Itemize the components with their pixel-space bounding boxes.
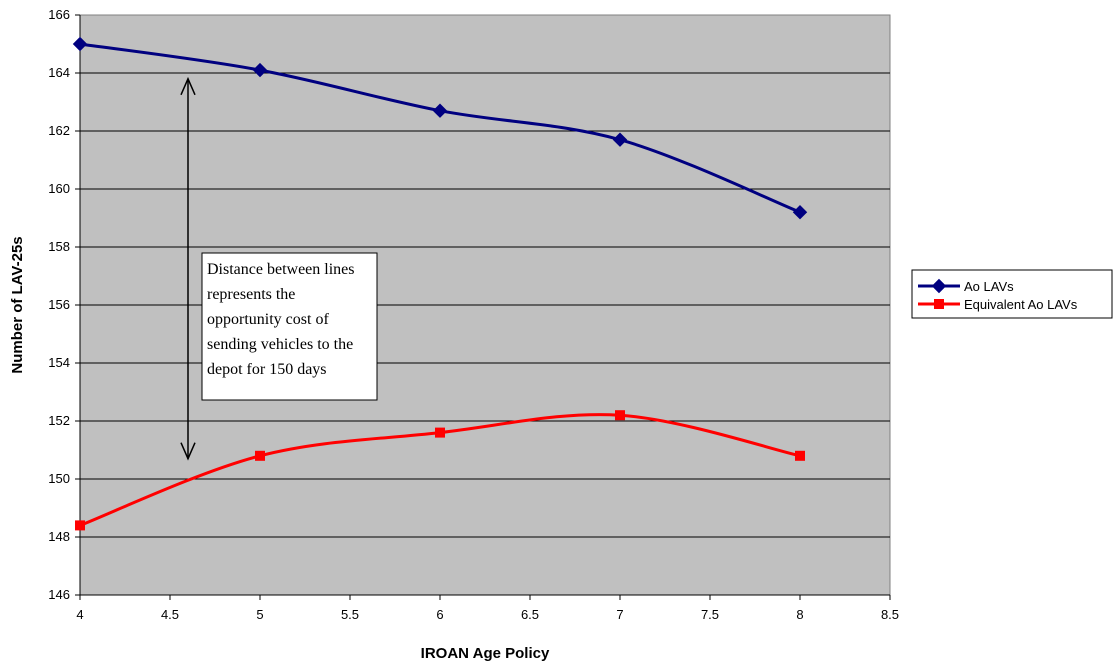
legend-item: Ao LAVs: [918, 278, 1014, 294]
data-point: [615, 410, 625, 421]
legend-label: Equivalent Ao LAVs: [964, 297, 1078, 312]
y-tick-label: 152: [48, 413, 70, 428]
y-tick-label: 156: [48, 297, 70, 312]
y-tick-label: 166: [48, 7, 70, 22]
legend-box: [911, 269, 1113, 319]
y-tick-label: 150: [48, 471, 70, 486]
annotation-line: depot for 150 days: [207, 361, 327, 378]
data-point: [72, 36, 88, 52]
y-tick-label: 146: [48, 587, 70, 602]
annotation: Distance between lines represents the oppo…: [180, 76, 378, 461]
data-point: [255, 450, 265, 461]
gridlines: [80, 72, 890, 538]
legend-item: Equivalent Ao LAVs: [918, 297, 1078, 312]
y-tick-label: 154: [48, 355, 70, 370]
y-tick-label: 148: [48, 529, 70, 544]
x-axis-title: IROAN Age Policy: [421, 645, 550, 662]
data-point: [792, 204, 808, 220]
series-group: [72, 36, 808, 531]
y-axis-ticks: 146 148 150 152 154 156 158 160 162 164 166: [48, 7, 80, 602]
y-tick-label: 162: [48, 123, 70, 138]
data-point: [795, 450, 805, 461]
legend-label: Ao LAVs: [964, 279, 1014, 294]
x-tick-label: 8.5: [881, 607, 899, 622]
y-tick-label: 160: [48, 181, 70, 196]
x-tick-label: 7: [616, 607, 623, 622]
annotation-box: [201, 252, 378, 401]
y-tick-label: 158: [48, 239, 70, 254]
data-point: [432, 103, 448, 118]
series-2: [75, 410, 805, 531]
y-tick-label: 164: [48, 65, 70, 80]
x-tick-label: 7.5: [701, 607, 719, 622]
data-point: [612, 132, 628, 147]
y-axis-title: Number of LAV-25s: [9, 236, 26, 373]
annotation-arrow-head-down: [180, 442, 196, 461]
data-point: [252, 62, 268, 78]
series-1: [72, 36, 808, 220]
annotation-line: sending vehicles to the: [207, 336, 353, 353]
x-tick-label: 4.5: [161, 607, 179, 622]
annotation-line: opportunity cost of: [207, 311, 329, 328]
annotation-line: represents the: [207, 286, 295, 303]
legend-swatch-marker: [931, 278, 947, 294]
x-tick-label: 6.5: [521, 607, 539, 622]
annotation-line: Distance between lines: [207, 261, 355, 278]
data-point: [75, 520, 85, 531]
annotation-arrow-head-up: [180, 76, 196, 96]
legend-swatch-marker: [934, 299, 944, 309]
legend: Ao LAVs Equivalent Ao LAVs: [911, 269, 1113, 319]
x-axis-ticks: 4 4.5 5 5.5 6 6.5 7 7.5 8 8.5: [76, 595, 899, 622]
data-point: [435, 427, 445, 438]
x-tick-label: 6: [436, 607, 443, 622]
x-tick-label: 8: [796, 607, 803, 622]
x-tick-label: 5: [256, 607, 263, 622]
x-tick-label: 4: [76, 607, 83, 622]
x-tick-label: 5.5: [341, 607, 359, 622]
